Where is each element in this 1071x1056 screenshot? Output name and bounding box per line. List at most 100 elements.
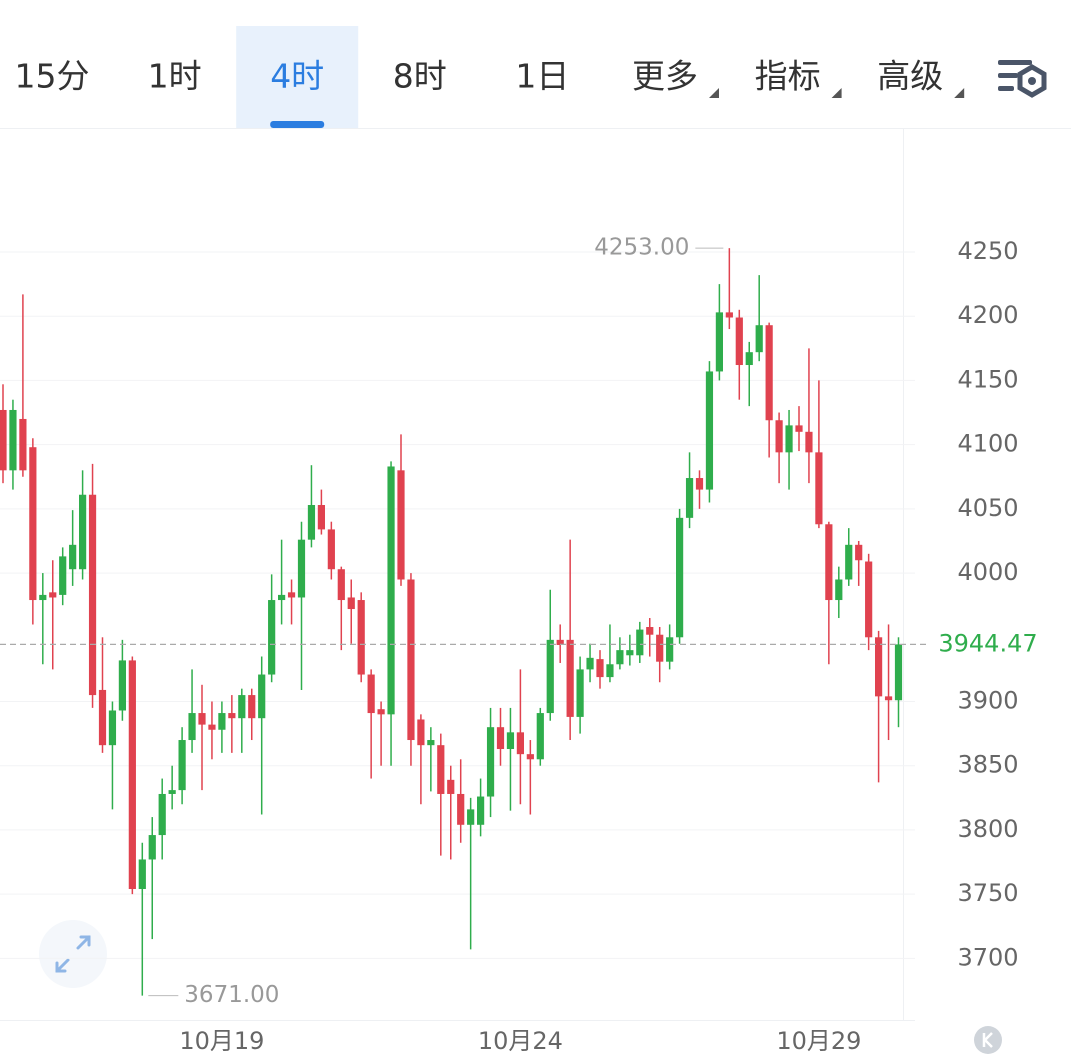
- candle-body: [158, 793, 166, 836]
- tab[interactable]: 1日: [515, 57, 569, 96]
- annotation-label: 4253.00: [594, 235, 689, 261]
- y-tick-label: 4200: [957, 301, 1018, 329]
- candle-body: [79, 494, 87, 570]
- candle-body: [835, 579, 843, 601]
- candle-body: [347, 597, 355, 610]
- candle-body: [258, 674, 266, 719]
- candle-body: [536, 713, 544, 760]
- candle-body: [118, 660, 126, 711]
- y-tick-label: 3850: [957, 751, 1018, 779]
- tab[interactable]: 1时: [148, 57, 202, 96]
- candle-body: [317, 505, 325, 530]
- icon-bar: [998, 60, 1032, 65]
- candle-body: [29, 447, 37, 601]
- candle-body: [725, 312, 733, 318]
- candle-body: [407, 579, 415, 741]
- icon-bar: [998, 86, 1014, 91]
- candle-body: [705, 371, 714, 490]
- dropdown-arrow: [831, 88, 842, 98]
- candle-body: [765, 325, 773, 421]
- candle-body: [208, 724, 216, 730]
- icon-gear: [1017, 64, 1047, 98]
- tab[interactable]: 15分: [15, 57, 90, 96]
- candle-body: [367, 674, 375, 714]
- candle-body: [596, 659, 604, 678]
- candle-body: [626, 650, 634, 656]
- candle-body: [656, 634, 664, 662]
- candle-body: [825, 524, 833, 601]
- candle-body: [636, 629, 644, 656]
- y-tick-label: 4050: [957, 494, 1018, 522]
- candle-body: [39, 594, 47, 601]
- candle-body: [178, 740, 186, 791]
- candle-body: [845, 544, 853, 580]
- candle-body: [894, 644, 903, 701]
- candle-body: [138, 859, 146, 890]
- icon-bar: [998, 73, 1018, 78]
- tab[interactable]: 8时: [393, 57, 447, 96]
- candle-body: [337, 569, 345, 601]
- k-button[interactable]: [974, 1026, 1002, 1054]
- k-bg: [974, 1026, 1002, 1054]
- y-tick-label: 3750: [957, 879, 1018, 907]
- tab[interactable]: 高级: [877, 57, 943, 96]
- candle-body: [556, 639, 564, 645]
- candle-body: [546, 639, 554, 714]
- candle-body: [855, 544, 863, 561]
- candle-body: [19, 418, 27, 471]
- candle-body: [218, 713, 226, 730]
- candle-body: [327, 529, 335, 570]
- candle-body: [496, 727, 505, 750]
- icon-gear-center: [1028, 77, 1036, 85]
- dropdown-arrow: [954, 88, 965, 98]
- y-tick-label: 3800: [957, 815, 1018, 843]
- candle-body: [387, 466, 395, 715]
- candle-body: [795, 425, 803, 432]
- candle-body: [676, 517, 684, 638]
- candle-body: [715, 312, 723, 372]
- candle-body: [128, 660, 136, 890]
- candle-body: [9, 409, 17, 471]
- y-tick-label: 4100: [957, 430, 1018, 458]
- candle-body: [108, 710, 117, 746]
- x-tick-label: 10月19: [179, 1027, 264, 1055]
- x-tick-label: 10月24: [478, 1027, 563, 1055]
- candle-body: [735, 317, 743, 366]
- tab[interactable]: 4时: [270, 57, 324, 96]
- settings-icon[interactable]: [998, 60, 1047, 98]
- expand-button[interactable]: [39, 920, 107, 988]
- candle-body: [566, 639, 574, 717]
- candle-body: [666, 637, 674, 662]
- candle-body: [188, 713, 196, 741]
- candle-body: [884, 696, 893, 701]
- candle-body: [785, 425, 793, 453]
- tab[interactable]: 指标: [755, 57, 821, 96]
- candle-body: [238, 695, 246, 719]
- candle-body: [576, 669, 584, 717]
- candle-body: [815, 452, 823, 525]
- candle-body: [616, 650, 624, 665]
- candle-body: [486, 727, 495, 797]
- candle-body: [0, 409, 7, 471]
- candle-body: [59, 556, 67, 595]
- expand-bg: [39, 920, 107, 988]
- candle-body: [268, 600, 276, 675]
- candle-body: [467, 809, 475, 825]
- annotation-label: 3671.00: [184, 982, 279, 1008]
- candle-body: [49, 592, 57, 598]
- candle-body: [168, 790, 176, 794]
- candle-body: [695, 478, 704, 490]
- candle-body: [526, 754, 534, 760]
- y-tick-label: 4250: [957, 237, 1018, 265]
- y-tick-label: 3900: [957, 687, 1018, 715]
- candle-body: [805, 431, 813, 453]
- expand-arrows: [55, 935, 91, 973]
- candle-body: [457, 793, 465, 825]
- tab[interactable]: 更多: [632, 57, 698, 96]
- candle-body: [506, 732, 515, 750]
- candle-body: [586, 657, 594, 670]
- candle-body: [278, 594, 286, 601]
- candle-body: [88, 494, 97, 696]
- last-price-label: 3944.47: [938, 629, 1037, 657]
